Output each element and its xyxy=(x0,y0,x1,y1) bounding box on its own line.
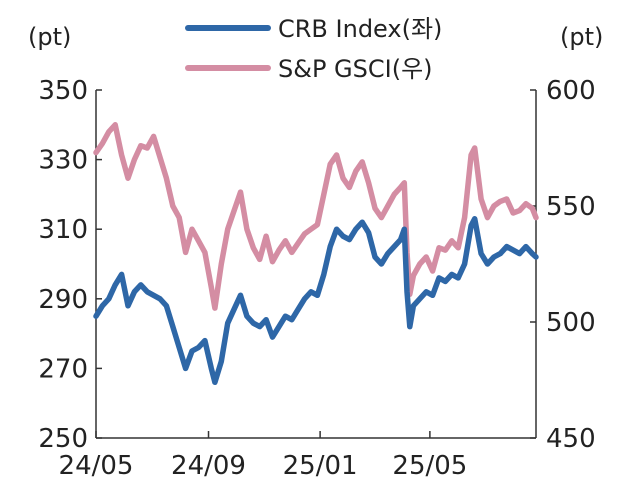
legend: CRB Index(좌) S&P GSCI(우) xyxy=(185,15,442,83)
x-tick-label: 25/05 xyxy=(392,451,467,481)
right-axis-ticks: 450 500 550 600 xyxy=(530,76,596,454)
left-axis-ticks: 250 270 290 310 330 350 xyxy=(38,76,102,454)
left-tick-label: 330 xyxy=(38,146,88,176)
left-tick-label: 350 xyxy=(38,76,88,106)
legend-label-crb: CRB Index(좌) xyxy=(278,15,442,43)
x-tick-label: 25/01 xyxy=(283,451,358,481)
right-axis-unit: (pt) xyxy=(560,23,603,51)
left-tick-label: 310 xyxy=(38,215,88,245)
right-tick-label: 600 xyxy=(546,76,596,106)
left-tick-label: 270 xyxy=(38,354,88,384)
series-line-gsci xyxy=(93,122,539,311)
right-tick-label: 500 xyxy=(546,308,596,338)
right-tick-label: 450 xyxy=(546,424,596,454)
left-tick-label: 290 xyxy=(38,285,88,315)
plot-axes xyxy=(95,90,537,439)
x-axis-ticks: 24/05 24/09 25/01 25/05 xyxy=(59,431,467,481)
x-tick-label: 24/05 xyxy=(59,451,134,481)
left-axis-unit: (pt) xyxy=(28,23,71,51)
x-tick-label: 24/09 xyxy=(171,451,246,481)
series-line-crb xyxy=(93,216,539,386)
series-layer xyxy=(93,122,539,386)
left-tick-label: 250 xyxy=(38,424,88,454)
right-tick-label: 550 xyxy=(546,192,596,222)
legend-label-gsci: S&P GSCI(우) xyxy=(278,55,433,83)
